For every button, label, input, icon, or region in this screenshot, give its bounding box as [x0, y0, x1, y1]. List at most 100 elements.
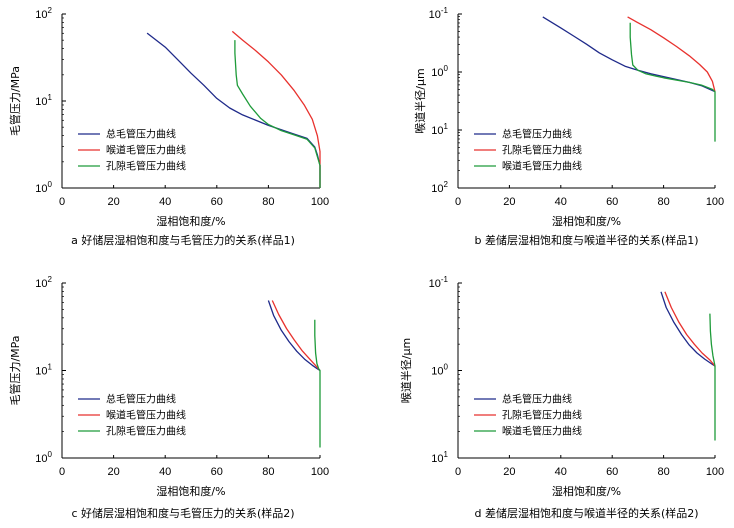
figure-caption: d 差储层湿相饱和度与喉道半径的关系(样品2)	[474, 506, 698, 520]
series-line-2	[627, 16, 716, 92]
y-tick-exponent: 0	[48, 180, 53, 189]
y-tick-exponent: 2	[48, 275, 53, 284]
legend-label: 喉道毛管压力曲线	[106, 409, 186, 422]
x-tick-label: 60	[606, 196, 618, 208]
y-tick-exponent: 1	[444, 122, 449, 131]
x-tick-label: 100	[706, 196, 724, 208]
y-tick-exponent: 2	[48, 6, 53, 15]
series-line-3	[314, 319, 321, 448]
y-axis-label: 喉道半径/μm	[399, 338, 413, 403]
x-tick-label: 40	[159, 196, 171, 208]
series-line-2	[664, 291, 716, 367]
y-tick-label: 102	[35, 6, 52, 21]
x-tick-label: 20	[107, 466, 119, 478]
x-axis-label: 湿相饱和度/%	[552, 484, 621, 498]
x-tick-label: 0	[455, 466, 461, 478]
x-tick-label: 0	[455, 196, 461, 208]
legend-label: 总毛管压力曲线	[502, 128, 572, 141]
y-tick-exponent: 1	[444, 450, 449, 459]
y-tick-exponent: 1	[48, 93, 53, 102]
y-tick-label: 100	[35, 180, 52, 195]
y-tick-base: 10	[429, 9, 441, 21]
y-tick-base: 10	[431, 183, 443, 195]
x-tick-label: 20	[503, 196, 515, 208]
series-line-1	[267, 300, 321, 372]
y-tick-label: 100	[35, 450, 52, 465]
y-axis-label: 毛管压力/MPa	[8, 66, 22, 136]
y-axis-label: 喉道半径/μm	[413, 68, 427, 133]
y-tick-label: 101	[35, 93, 52, 108]
x-tick-label: 60	[211, 196, 223, 208]
y-tick-exponent: 0	[444, 363, 449, 372]
y-tick-exponent: 1	[48, 363, 53, 372]
y-tick-base: 10	[431, 67, 443, 79]
legend-label: 孔隙毛管压力曲线	[502, 409, 582, 422]
y-tick-exponent: 2	[444, 180, 449, 189]
x-tick-label: 0	[59, 196, 65, 208]
y-tick-base: 10	[35, 183, 47, 195]
legend-label: 喉道毛管压力曲线	[106, 144, 186, 157]
x-tick-label: 40	[555, 466, 567, 478]
x-axis-label: 湿相饱和度/%	[156, 214, 225, 228]
legend-label: 总毛管压力曲线	[106, 393, 176, 406]
y-tick-label: 101	[431, 122, 448, 137]
y-tick-label: 10-1	[429, 6, 449, 21]
legend-label: 喉道毛管压力曲线	[502, 425, 582, 438]
series-line-2	[271, 300, 321, 371]
series-line-3	[629, 22, 716, 142]
x-axis-label: 湿相饱和度/%	[552, 214, 621, 228]
x-tick-label: 20	[503, 466, 515, 478]
y-tick-base: 10	[35, 96, 47, 108]
x-tick-label: 80	[657, 196, 669, 208]
y-tick-base: 10	[35, 453, 47, 465]
x-tick-label: 100	[311, 466, 329, 478]
y-tick-exponent: -1	[441, 6, 449, 15]
y-tick-exponent: -1	[441, 275, 449, 284]
x-tick-label: 80	[657, 466, 669, 478]
legend-label: 总毛管压力曲线	[106, 128, 176, 141]
y-tick-base: 10	[431, 125, 443, 137]
legend-label: 孔隙毛管压力曲线	[106, 425, 186, 438]
y-tick-label: 101	[35, 363, 52, 378]
y-tick-exponent: 0	[48, 450, 53, 459]
series-line-3	[234, 40, 321, 188]
x-tick-label: 0	[59, 466, 65, 478]
series-line-3	[709, 313, 716, 441]
x-tick-label: 60	[211, 466, 223, 478]
legend-label: 喉道毛管压力曲线	[502, 160, 582, 173]
figure-caption: b 差储层湿相饱和度与喉道半径的关系(样品1)	[474, 233, 698, 247]
y-tick-base: 10	[35, 366, 47, 378]
legend-label: 孔隙毛管压力曲线	[502, 144, 582, 157]
y-tick-base: 10	[431, 366, 443, 378]
figure-caption: a 好储层湿相饱和度与毛管压力的关系(样品1)	[71, 233, 295, 247]
x-tick-label: 60	[606, 466, 618, 478]
x-tick-label: 80	[262, 466, 274, 478]
y-tick-label: 101	[431, 450, 448, 465]
figure-caption: c 好储层湿相饱和度与毛管压力的关系(样品2)	[71, 506, 294, 520]
x-tick-label: 20	[107, 196, 119, 208]
legend-label: 总毛管压力曲线	[502, 393, 572, 406]
y-tick-label: 100	[431, 363, 448, 378]
x-tick-label: 40	[555, 196, 567, 208]
y-tick-label: 10-1	[429, 275, 449, 290]
x-tick-label: 100	[706, 466, 724, 478]
y-tick-base: 10	[429, 278, 441, 290]
x-tick-label: 100	[311, 196, 329, 208]
series-line-1	[660, 291, 716, 367]
x-tick-label: 40	[159, 466, 171, 478]
chart-b: 0 20 40 60 80 10010-1100101102湿相饱和度/%喉道半径/μm总…	[413, 6, 724, 247]
y-tick-label: 100	[431, 64, 448, 79]
y-tick-base: 10	[431, 453, 443, 465]
series-line-1	[542, 16, 716, 93]
legend-label: 孔隙毛管压力曲线	[106, 160, 186, 173]
x-axis-label: 湿相饱和度/%	[156, 484, 225, 498]
y-tick-label: 102	[35, 275, 52, 290]
